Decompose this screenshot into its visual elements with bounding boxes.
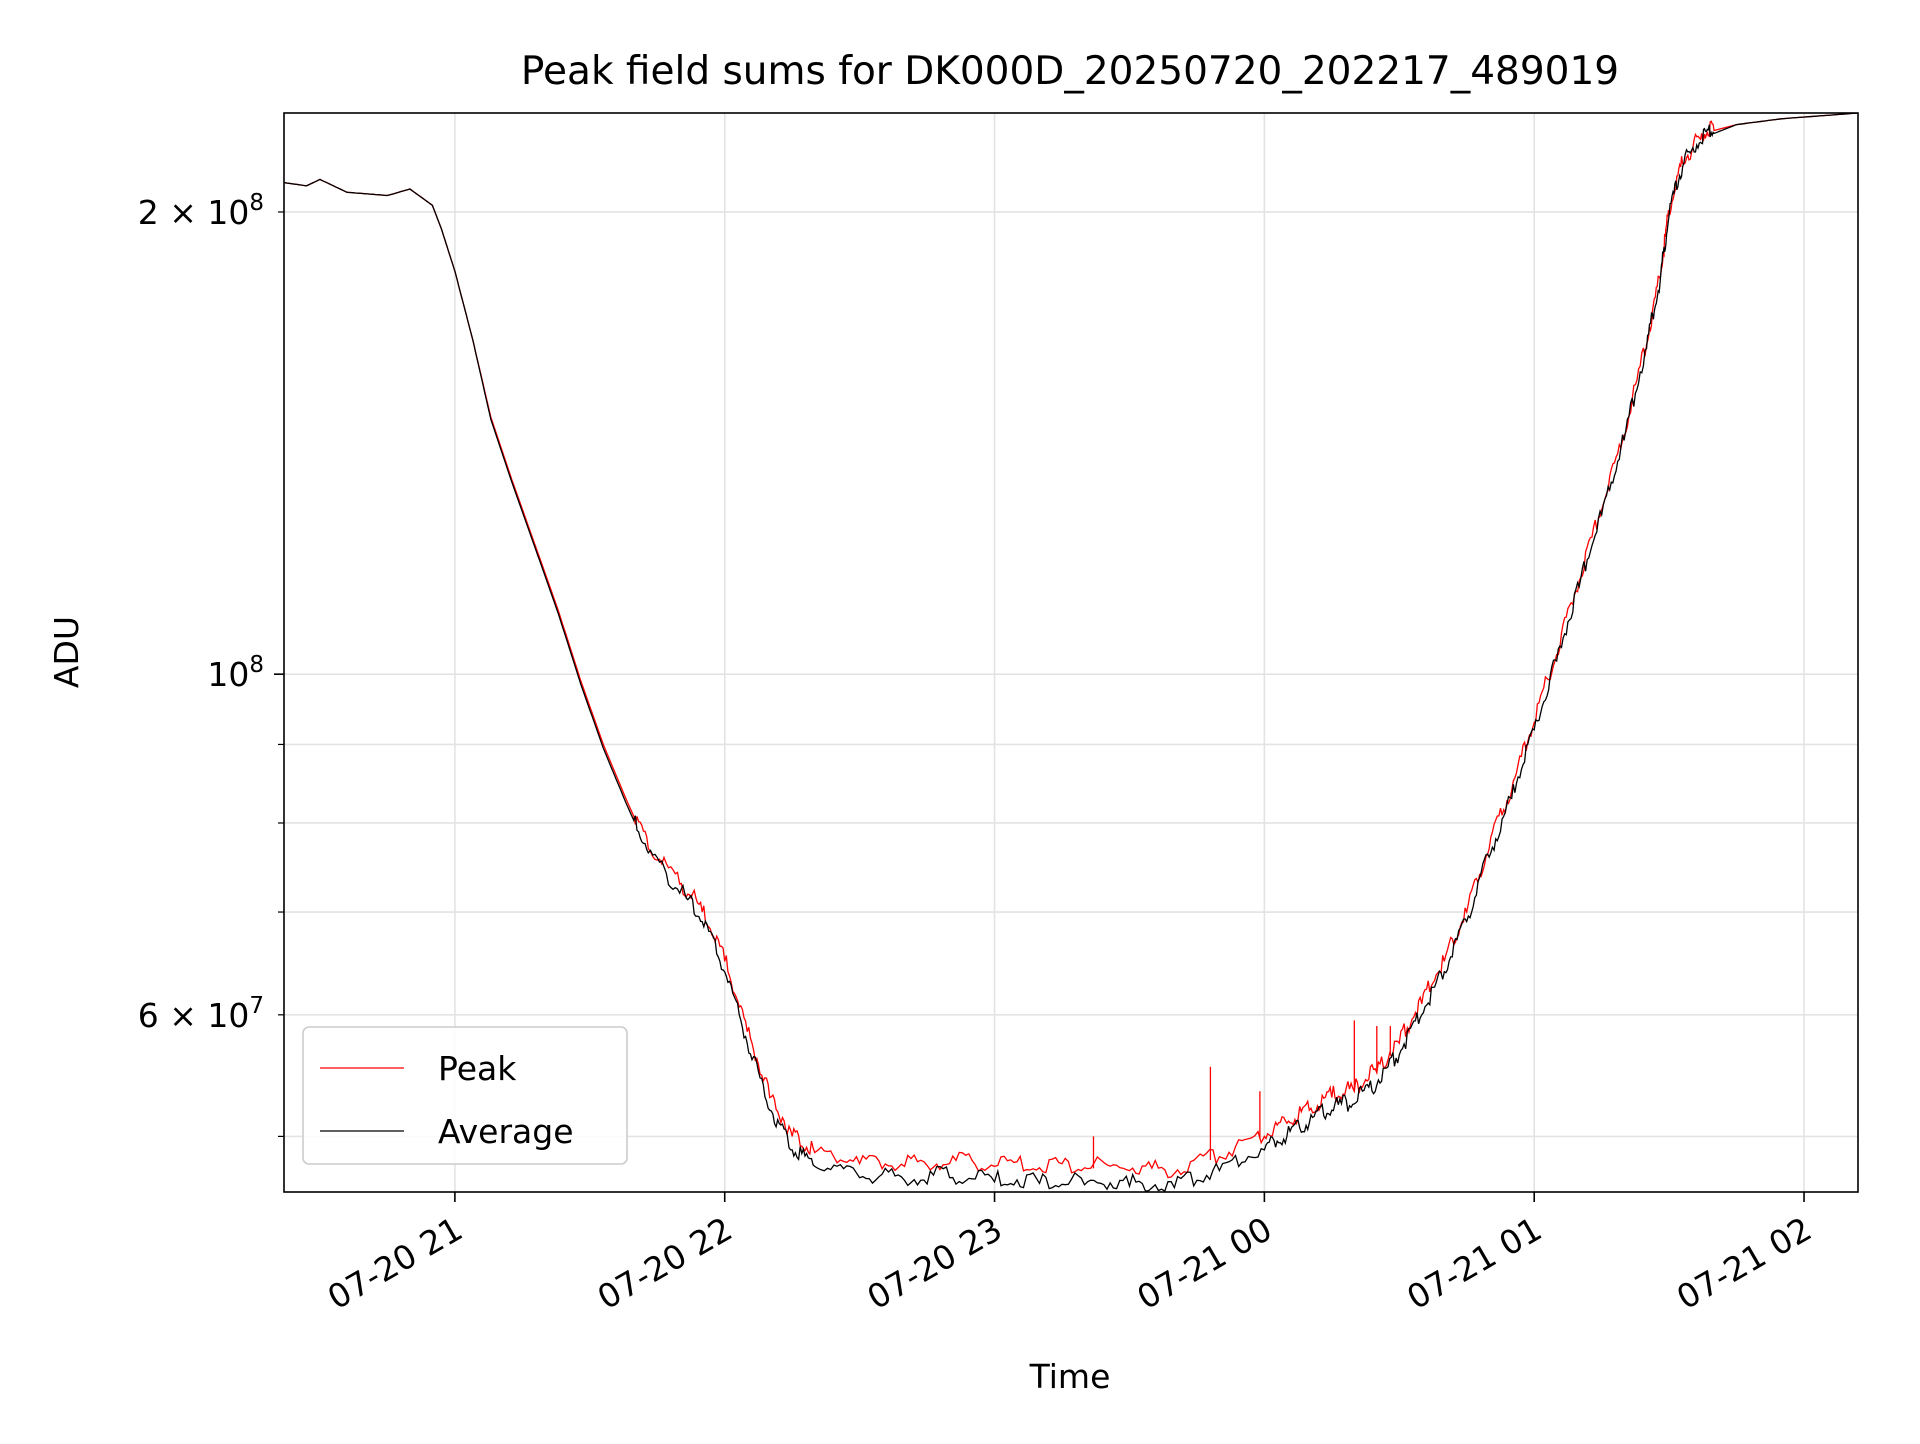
y-tick-exponent: 8	[249, 652, 264, 678]
legend-box	[302, 1026, 628, 1165]
y-tick-base: 6 × 10	[138, 996, 250, 1035]
y-tick-exponent: 7	[249, 993, 264, 1019]
legend: Peak Average	[302, 1026, 628, 1165]
y-tick-base: 2 × 10	[138, 193, 250, 232]
legend-label-peak: Peak	[438, 1049, 517, 1088]
y-axis-label: ADU	[47, 616, 86, 688]
legend-label-average: Average	[438, 1112, 574, 1151]
y-tick-base: 10	[207, 655, 249, 694]
axes-frame	[283, 112, 1859, 1193]
x-axis-label: Time	[1029, 1357, 1111, 1396]
grid	[284, 113, 1858, 1192]
y-tick-label: 108	[207, 652, 264, 694]
series-line-average	[284, 113, 1858, 1192]
plot-lines	[284, 113, 1858, 1192]
y-tick-label: 2 × 108	[138, 190, 264, 232]
y-tick-label: 6 × 107	[138, 993, 264, 1035]
y-tick-exponent: 8	[249, 190, 264, 216]
chart-title: Peak field sums for DK000D_20250720_2022…	[521, 49, 1619, 94]
